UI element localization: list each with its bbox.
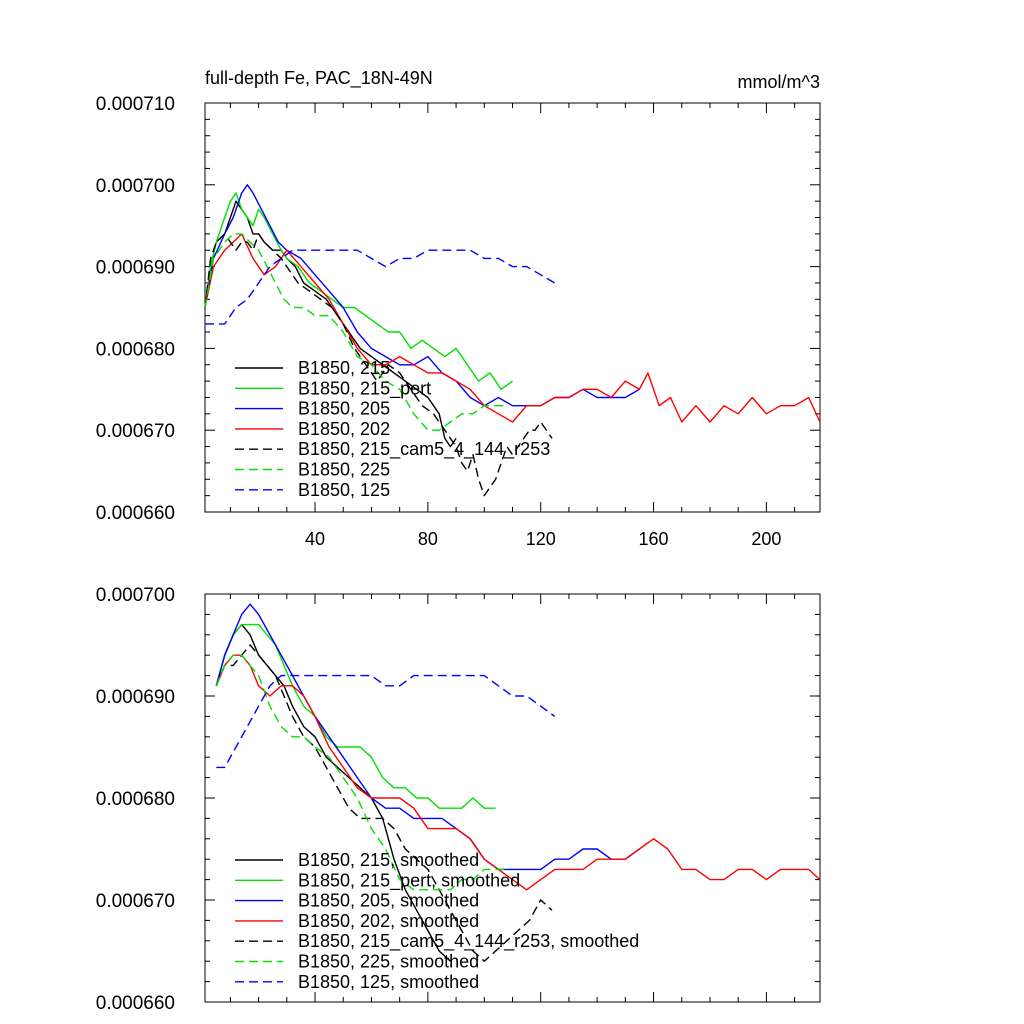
x-tick-label: 80: [418, 529, 438, 549]
series-line: [204, 233, 821, 423]
legend-label: B1850, 215: [298, 358, 390, 378]
y-tick-label: 0.000680: [96, 789, 175, 810]
legend-label: B1850, 215_cam5_4_144_r253, smoothed: [298, 931, 639, 952]
series-line: [215, 623, 496, 809]
series-line: [204, 200, 457, 448]
series-line: [215, 623, 451, 962]
legend-label: B1850, 225, smoothed: [298, 952, 479, 972]
legend-label: B1850, 215_cam5_4_144_r253: [298, 439, 550, 460]
legend-label: B1850, 202: [298, 419, 390, 439]
y-tick-label: 0.000690: [96, 258, 175, 279]
series-line: [205, 249, 556, 325]
y-tick-label: 0.000690: [96, 687, 175, 708]
y-tick-label: 0.000670: [96, 421, 175, 442]
series-line: [215, 644, 553, 962]
series-line: [215, 603, 640, 871]
legend-label: B1850, 125: [298, 480, 390, 500]
y-tick-label: 0.000660: [96, 503, 175, 524]
y-tick-label: 0.000700: [96, 585, 175, 606]
series-line: [216, 674, 556, 769]
x-tick-label: 40: [305, 529, 325, 549]
x-tick-label: 200: [751, 529, 781, 549]
x-tick-label: 120: [526, 529, 556, 549]
y-tick-label: 0.000700: [96, 176, 175, 197]
legend-label: B1850, 202, smoothed: [298, 911, 479, 931]
legend-label: B1850, 205, smoothed: [298, 891, 479, 911]
series-line: [204, 233, 553, 497]
x-tick-label: 160: [639, 529, 669, 549]
top-panel: 40 80 120 160 200 0.000660 0.000670 0.000680 0.0…: [96, 68, 821, 549]
units-label: mmol/m^3: [738, 72, 820, 92]
legend-label: B1850, 215_pert: [298, 378, 431, 399]
y-tick-label: 0.000670: [96, 891, 175, 912]
y-tick-label: 0.000680: [96, 339, 175, 360]
legend-label: B1850, 225: [298, 460, 390, 480]
y-tick-label: 0.000710: [96, 94, 175, 115]
chart-title: full-depth Fe, PAC_18N-49N: [205, 68, 433, 89]
legend-label: B1850, 125, smoothed: [298, 972, 479, 992]
series-line: [204, 184, 640, 407]
legend-label: B1850, 215_pert, smoothed: [298, 870, 520, 891]
legend-label: B1850, 205: [298, 399, 390, 419]
series-line: [204, 233, 507, 431]
series-line: [215, 654, 507, 891]
bottom-panel: 0.000660 0.000670 0.000680 0.000690 0.000700…: [96, 585, 821, 1014]
y-tick-label: 0.000660: [96, 993, 175, 1014]
legend-label: B1850, 215, smoothed: [298, 850, 479, 870]
